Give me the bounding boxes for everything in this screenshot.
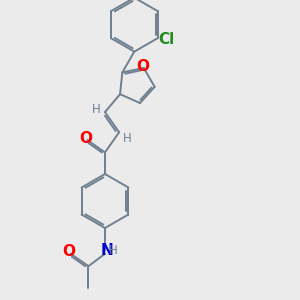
Text: O: O <box>79 131 92 146</box>
Text: Cl: Cl <box>158 32 174 47</box>
Text: O: O <box>62 244 75 260</box>
Text: H: H <box>109 244 118 257</box>
Text: N: N <box>100 243 113 258</box>
Text: O: O <box>136 59 150 74</box>
Text: H: H <box>92 103 101 116</box>
Text: H: H <box>123 132 132 145</box>
